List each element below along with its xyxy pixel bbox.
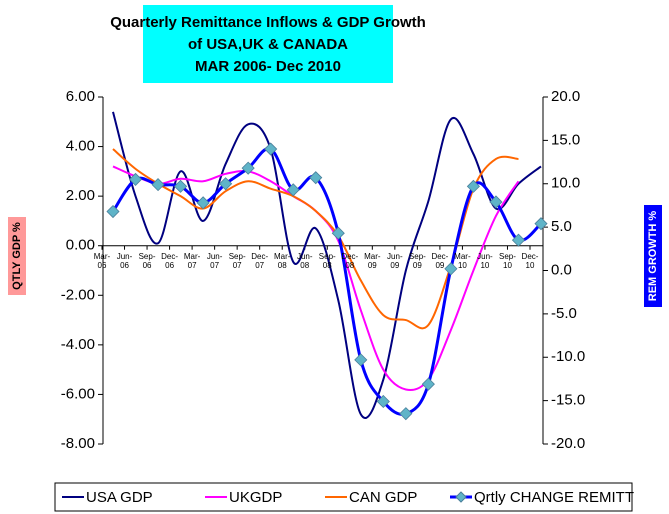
series-marker (151, 178, 165, 192)
y2-tick-label: 20.0 (551, 88, 580, 105)
y-tick-label: -4.00 (61, 336, 95, 353)
y2-tick-label: -15.0 (551, 392, 585, 409)
y2-tick-label: -10.0 (551, 348, 585, 365)
y-axis-title: QTLY GDP % (11, 222, 23, 290)
series-marker (511, 233, 526, 247)
y2-tick-label: 10.0 (551, 175, 580, 192)
x-tick-label: Dec-09 (431, 251, 449, 270)
legend-label: USA GDP (86, 489, 153, 506)
y-tick-label: 6.00 (66, 88, 95, 105)
x-tick-label: Jun-08 (296, 251, 313, 270)
series-marker (128, 172, 143, 186)
series-marker (534, 217, 548, 231)
x-tick-label: Sep-08 (318, 251, 336, 270)
x-tick-label: Mar-09 (364, 251, 381, 270)
x-tick-label: Sep-07 (228, 251, 246, 270)
title-box (143, 5, 393, 83)
series-marker (444, 262, 458, 276)
y2-tick-label: 5.0 (551, 218, 572, 235)
legend-label: UKGDP (229, 489, 282, 506)
x-tick-label: Mar-06 (93, 251, 111, 270)
series-marker (286, 183, 300, 197)
x-tick-label: Jun-09 (387, 251, 403, 270)
x-tick-label: Mar-08 (273, 251, 291, 270)
series-marker (264, 142, 278, 156)
series-line (112, 165, 520, 392)
y-axis-title-bg (8, 217, 26, 295)
y2-tick-label: -20.0 (551, 435, 585, 452)
series-marker (376, 394, 390, 409)
y2-tick-label: -5.0 (551, 305, 577, 322)
series-marker (219, 177, 233, 191)
legend-box (54, 482, 633, 512)
series-line (112, 111, 542, 419)
legend-label: CAN GDP (349, 489, 417, 506)
x-tick-label: Dec-07 (251, 251, 269, 270)
y2-tick-label: 15.0 (551, 131, 580, 148)
chart-title: MAR 2006- Dec 2010 (195, 58, 341, 75)
y-tick-label: -8.00 (61, 435, 95, 452)
x-tick-label: Dec-08 (341, 251, 359, 270)
y-tick-label: 2.00 (66, 187, 95, 204)
y-tick-label: -6.00 (61, 385, 95, 402)
y-tick-label: -2.00 (61, 286, 95, 303)
series-marker (489, 195, 503, 209)
y-tick-label: 4.00 (66, 138, 95, 155)
x-tick-label: Mar-07 (183, 251, 201, 270)
y2-axis-title: REM GROWTH % (647, 211, 659, 302)
series-marker (174, 179, 188, 193)
x-tick-label: Sep-09 (408, 251, 426, 270)
series-marker (241, 161, 255, 175)
x-tick-label: Jun-10 (477, 251, 493, 270)
x-tick-label: Jun-07 (206, 251, 223, 270)
series-marker (399, 407, 413, 421)
legend-label: Qrtly CHANGE REMITT (474, 489, 634, 506)
x-tick-label: Sep-10 (499, 251, 516, 270)
chart-title: of USA,UK & CANADA (188, 36, 348, 53)
series-marker (106, 204, 120, 219)
x-tick-label: Dec-10 (521, 251, 539, 270)
legend-marker (455, 491, 467, 503)
x-tick-label: Dec-06 (161, 251, 179, 270)
y2-tick-label: 0.0 (551, 261, 572, 278)
y-tick-label: 0.00 (66, 237, 95, 254)
series-marker (331, 226, 345, 240)
x-tick-label: Jun-06 (116, 251, 133, 270)
series-marker (196, 196, 210, 210)
x-tick-label: Mar-10 (454, 251, 471, 270)
y2-axis-title-bg (644, 205, 662, 307)
x-tick-label: Sep-06 (138, 251, 156, 270)
series-marker (421, 377, 435, 391)
series-marker (466, 179, 480, 193)
series-marker (354, 353, 368, 367)
series-marker (309, 171, 323, 185)
chart-title: Quarterly Remittance Inflows & GDP Growt… (110, 14, 426, 31)
